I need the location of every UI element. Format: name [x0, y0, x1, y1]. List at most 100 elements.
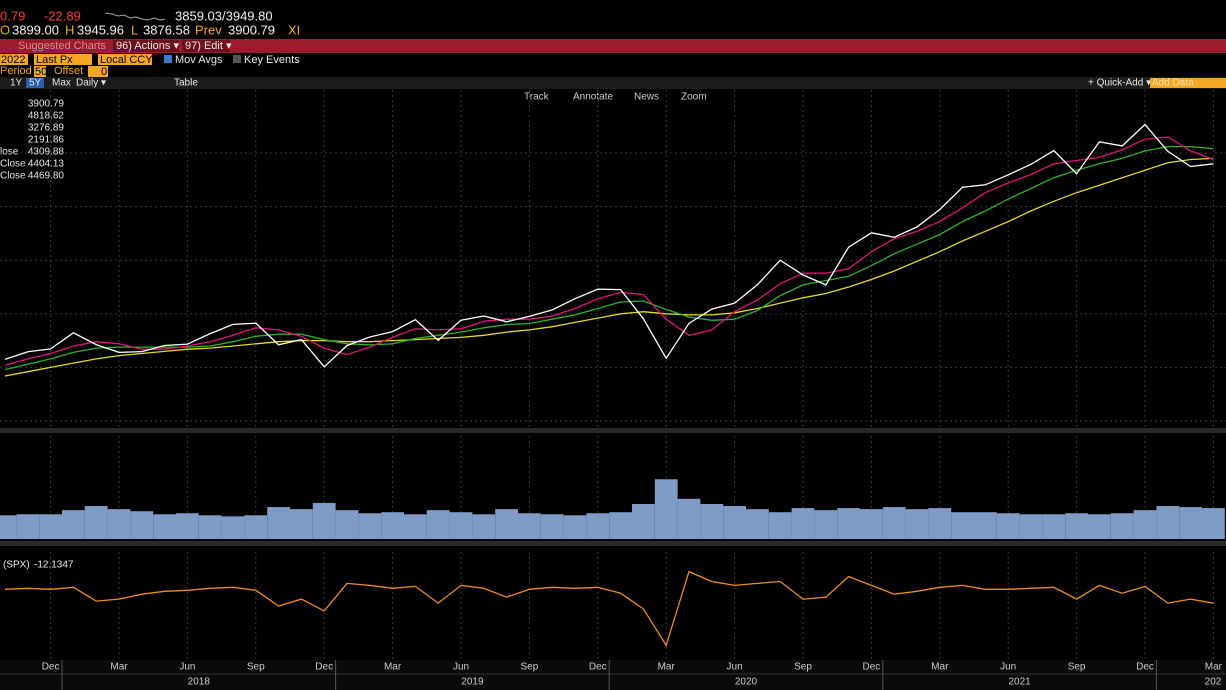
- chart-tool[interactable]: Track: [524, 92, 550, 103]
- volume-bar: [221, 516, 245, 539]
- study-label: (SPX): [3, 560, 30, 571]
- x-tick-label: Mar: [1205, 662, 1223, 673]
- low: 3876.58: [143, 22, 190, 37]
- table[interactable]: Table: [174, 78, 198, 89]
- key-events-checkbox[interactable]: [233, 55, 241, 63]
- volume-bar: [62, 510, 85, 539]
- offset[interactable]: 0: [101, 66, 107, 78]
- x-tick-label: Jun: [453, 662, 469, 673]
- range-button[interactable]: Max: [52, 78, 71, 89]
- volume-bar: [586, 513, 610, 539]
- volume-bar: [1110, 513, 1134, 539]
- legend-label: Close: [0, 171, 26, 182]
- range-button[interactable]: 5Y: [29, 78, 42, 89]
- volume-bar: [951, 512, 974, 539]
- series-line: [4, 157, 1214, 377]
- year-label: 2020: [735, 677, 758, 688]
- volume-bar: [1088, 514, 1111, 539]
- volume-bar: [16, 514, 40, 539]
- range-bar: [0, 77, 1226, 89]
- volume-bar: [1019, 514, 1043, 539]
- quick-add[interactable]: + Quick-Add ▾: [1088, 78, 1151, 89]
- range-button[interactable]: 1Y: [10, 78, 23, 89]
- mov-avgs[interactable]: Mov Avgs: [175, 54, 223, 66]
- add-data-box[interactable]: [1150, 78, 1226, 88]
- chart-tool[interactable]: News: [634, 92, 659, 103]
- volume-bar: [518, 513, 541, 539]
- edit[interactable]: 97) Edit ▾: [185, 40, 232, 52]
- volume-bar: [609, 512, 632, 539]
- volume-bar: [1065, 513, 1088, 539]
- frequency[interactable]: Daily ▾: [76, 78, 106, 89]
- legend-value: 4818.62: [28, 111, 65, 122]
- chart-tool[interactable]: Zoom: [681, 92, 707, 103]
- volume-bar: [0, 515, 17, 539]
- legend-value: 3900.79: [28, 99, 65, 110]
- volume-bar: [746, 509, 769, 539]
- volume-bar: [1042, 514, 1066, 539]
- volume-bar: [563, 515, 587, 539]
- year-field[interactable]: [0, 54, 28, 65]
- volume-bar: [404, 514, 427, 539]
- volume-bar: [1156, 506, 1180, 539]
- volume-bar: [996, 513, 1020, 539]
- actions[interactable]: 96) Actions ▾: [116, 40, 179, 52]
- actions-button[interactable]: [113, 40, 179, 52]
- year[interactable]: 2022: [1, 54, 25, 66]
- field-box[interactable]: [34, 54, 92, 65]
- legend-label: lose: [0, 147, 19, 158]
- legend-label: Close: [0, 159, 26, 170]
- day-range: 3859.03/3949.80: [175, 8, 273, 23]
- volume-bar: [723, 506, 746, 539]
- volume-bar: [882, 507, 906, 539]
- prev-label: Prev: [195, 22, 222, 37]
- volume-bar: [472, 514, 496, 539]
- chart-tool[interactable]: Annotate: [573, 92, 613, 103]
- volume-bar: [768, 512, 792, 539]
- x-tick-label: Mar: [931, 662, 949, 673]
- low-label: L: [131, 22, 138, 37]
- volume-bar: [791, 508, 815, 539]
- offset-box[interactable]: [88, 66, 108, 77]
- period-box[interactable]: [34, 66, 46, 77]
- volume-bar: [335, 510, 359, 539]
- series-line: [4, 123, 1214, 368]
- series-line: [4, 570, 1214, 647]
- volume-bar: [449, 512, 473, 539]
- volume-bar: [426, 510, 450, 539]
- suggested-charts[interactable]: Suggested Charts: [18, 40, 107, 52]
- volume-bar: [267, 507, 290, 539]
- period[interactable]: 50: [35, 66, 47, 78]
- currency-box[interactable]: [98, 54, 152, 65]
- legend-value: 4469.80: [28, 171, 65, 182]
- volume-bar: [130, 511, 154, 539]
- selected-range: [26, 78, 44, 88]
- mov-avgs-checkbox[interactable]: [164, 55, 172, 63]
- key-events[interactable]: Key Events: [244, 54, 300, 66]
- volume-bar: [1179, 507, 1202, 539]
- x-tick-label: Sep: [1068, 662, 1086, 673]
- x-tick-label: Jun: [727, 662, 743, 673]
- year-label: 2018: [188, 677, 211, 688]
- period-label: Period: [0, 65, 32, 77]
- x-tick-label: Jun: [179, 662, 195, 673]
- field[interactable]: Last Px: [36, 54, 73, 66]
- series-line: [4, 136, 1214, 366]
- volume-bar: [654, 479, 678, 539]
- panel-divider: [0, 541, 1226, 546]
- currency[interactable]: Local CCY: [100, 54, 153, 66]
- net-change: -22.89: [44, 8, 81, 23]
- volume-bar: [974, 512, 997, 539]
- year-label: 2019: [461, 677, 484, 688]
- x-tick-label: Mar: [658, 662, 676, 673]
- volume-bar: [39, 514, 62, 539]
- edit-button[interactable]: [182, 40, 230, 52]
- high: 3945.96: [77, 22, 124, 37]
- add-data[interactable]: Add Data: [1152, 78, 1194, 89]
- year-label: 2021: [1008, 677, 1031, 688]
- volume-bar: [84, 506, 108, 539]
- volume-bar: [312, 502, 336, 539]
- volume-bar: [107, 509, 131, 539]
- volume-bar: [381, 512, 404, 539]
